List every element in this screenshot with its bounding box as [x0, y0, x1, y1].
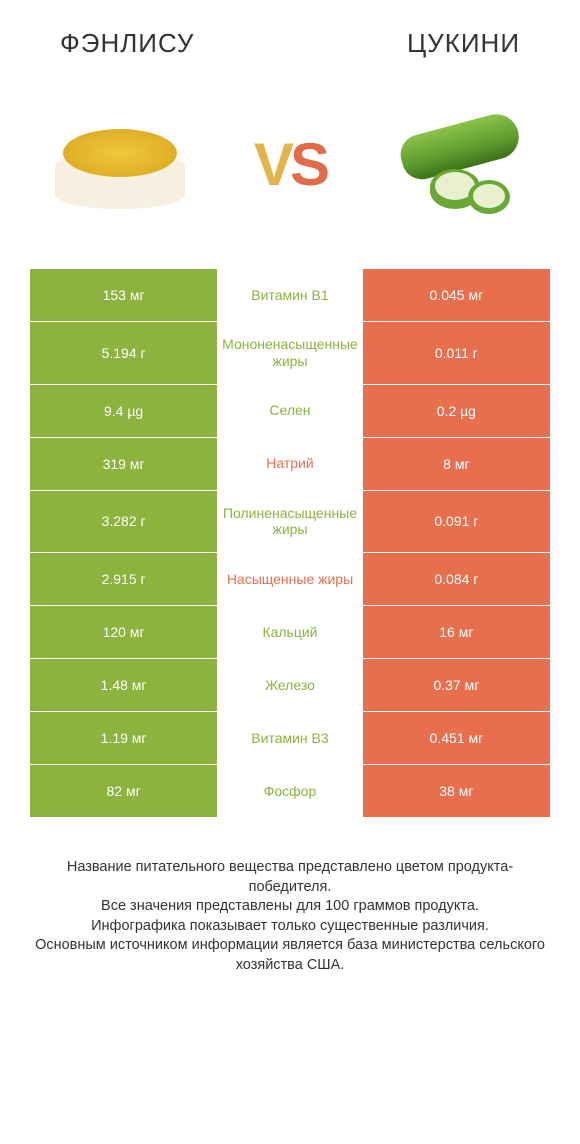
table-row: 120 мгКальций16 мг [30, 606, 550, 659]
table-row: 3.282 гПолиненасыщенные жиры0.091 г [30, 491, 550, 554]
table-row: 153 мгВитамин B10.045 мг [30, 269, 550, 322]
left-value: 5.194 г [30, 322, 217, 384]
zucchini-icon [385, 104, 535, 224]
left-value: 9.4 µg [30, 385, 217, 437]
right-value: 0.37 мг [363, 659, 550, 711]
footer-notes: Название питательного вещества представл… [0, 818, 580, 975]
right-product-image [380, 94, 540, 234]
left-value: 3.282 г [30, 491, 217, 553]
right-value: 38 мг [363, 765, 550, 817]
nutrient-label: Мононенасыщенные жиры [217, 322, 363, 384]
nutrient-label: Железо [217, 659, 363, 711]
nutrient-label: Витамин B3 [217, 712, 363, 764]
right-value: 0.011 г [363, 322, 550, 384]
table-row: 1.48 мгЖелезо0.37 мг [30, 659, 550, 712]
table-row: 5.194 гМононенасыщенные жиры0.011 г [30, 322, 550, 385]
right-value: 0.2 µg [363, 385, 550, 437]
left-value: 120 мг [30, 606, 217, 658]
nutrient-label: Насыщенные жиры [217, 553, 363, 605]
left-value: 2.915 г [30, 553, 217, 605]
right-value: 0.091 г [363, 491, 550, 553]
left-value: 153 мг [30, 269, 217, 321]
left-value: 319 мг [30, 438, 217, 490]
left-value: 1.48 мг [30, 659, 217, 711]
nutrient-label: Кальций [217, 606, 363, 658]
nutrient-label: Витамин B1 [217, 269, 363, 321]
footer-line: Инфографика показывает только существенн… [30, 917, 550, 937]
table-row: 2.915 гНасыщенные жиры0.084 г [30, 553, 550, 606]
table-row: 9.4 µgСелен0.2 µg [30, 385, 550, 438]
left-value: 82 мг [30, 765, 217, 817]
cake-icon [45, 109, 195, 219]
images-row: VS [0, 69, 580, 269]
nutrient-label: Селен [217, 385, 363, 437]
left-product-title: ФЭНЛИСУ [60, 28, 194, 59]
table-row: 82 мгФосфор38 мг [30, 765, 550, 818]
footer-line: Название питательного вещества представл… [30, 858, 550, 897]
table-row: 1.19 мгВитамин B30.451 мг [30, 712, 550, 765]
nutrient-label: Фосфор [217, 765, 363, 817]
right-value: 0.045 мг [363, 269, 550, 321]
right-product-title: ЦУКИНИ [407, 28, 520, 59]
right-value: 16 мг [363, 606, 550, 658]
right-value: 0.451 мг [363, 712, 550, 764]
left-value: 1.19 мг [30, 712, 217, 764]
right-value: 0.084 г [363, 553, 550, 605]
nutrient-label: Натрий [217, 438, 363, 490]
comparison-table: 153 мгВитамин B10.045 мг5.194 гМононенас… [0, 269, 580, 818]
nutrient-label: Полиненасыщенные жиры [217, 491, 363, 553]
left-product-image [40, 94, 200, 234]
vs-label: VS [254, 130, 326, 199]
table-row: 319 мгНатрий8 мг [30, 438, 550, 491]
header: ФЭНЛИСУ ЦУКИНИ [0, 0, 580, 69]
footer-line: Все значения представлены для 100 граммо… [30, 897, 550, 917]
right-value: 8 мг [363, 438, 550, 490]
footer-line: Основным источником информации является … [30, 936, 550, 975]
